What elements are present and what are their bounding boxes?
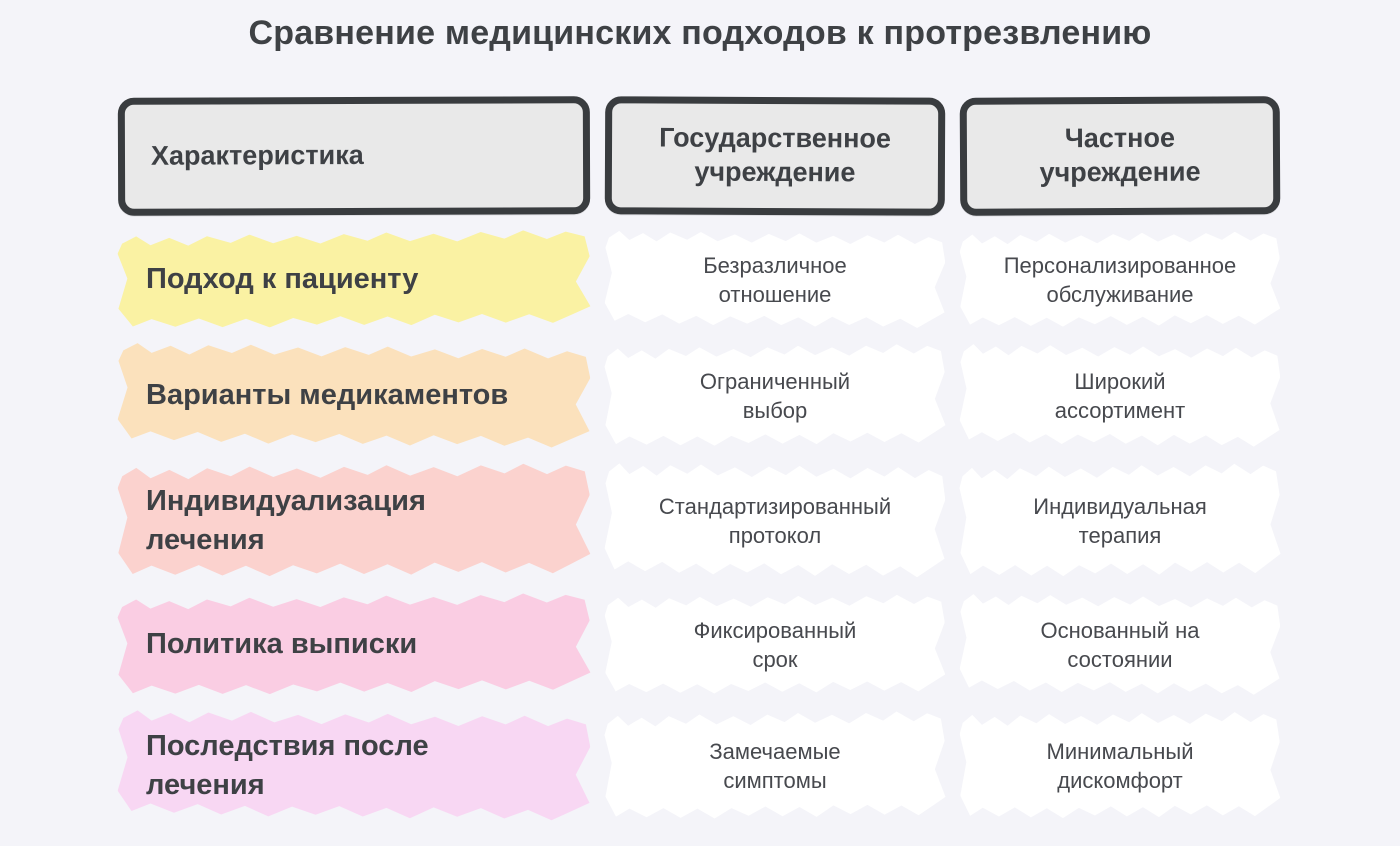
- cell-value: Фиксированный срок: [693, 617, 857, 672]
- state-value-cell: Стандартизированный протокол: [605, 460, 945, 582]
- cell-value: Ограниченный выбор: [699, 368, 851, 423]
- private-value-cell: Персонализированное обслуживание: [960, 228, 1280, 332]
- private-value-cell: Основанный на состоянии: [960, 591, 1280, 699]
- header-label: Государственное учреждение: [659, 122, 892, 188]
- cell-value: Основанный на состоянии: [1040, 617, 1200, 672]
- row-label-cell: Политика выписки: [118, 591, 590, 699]
- cell-value: Широкий ассортимент: [1054, 368, 1186, 423]
- row-label: Индивидуализация лечения: [146, 484, 426, 556]
- table-row: Подход к пациенту Безразличное отношение…: [118, 228, 1280, 332]
- private-value-cell: Широкий ассортимент: [960, 341, 1280, 451]
- table-row: Политика выписки Фиксированный срок Осно…: [118, 591, 1280, 699]
- cell-value: Безразличное отношение: [703, 252, 847, 307]
- header-cell-state-institution: Государственное учреждение: [604, 96, 946, 216]
- cell-value: Замечаемые симптомы: [709, 738, 841, 793]
- state-value-cell: Фиксированный срок: [605, 591, 945, 699]
- header-label: Характеристика: [150, 140, 364, 171]
- cell-value: Персонализированное обслуживание: [1003, 252, 1237, 307]
- row-label-cell: Варианты медикаментов: [118, 341, 590, 451]
- row-label-cell: Последствия после лечения: [118, 708, 590, 824]
- table-row: Варианты медикаментов Ограниченный выбор…: [118, 341, 1280, 451]
- cell-value: Стандартизированный протокол: [658, 493, 892, 548]
- table-row: Последствия после лечения Замечаемые сим…: [118, 708, 1280, 824]
- row-label-cell: Подход к пациенту: [118, 228, 590, 332]
- row-label: Варианты медикаментов: [146, 379, 509, 412]
- table-row: Индивидуализация лечения Стандартизирова…: [118, 460, 1280, 582]
- state-value-cell: Замечаемые симптомы: [605, 708, 945, 824]
- table-header-row: Характеристика Государственное учреждени…: [117, 96, 1281, 216]
- row-label: Политика выписки: [146, 628, 418, 661]
- header-cell-characteristic: Характеристика: [117, 96, 591, 216]
- header-cell-private-institution: Частное учреждение: [959, 96, 1281, 216]
- row-label-cell: Индивидуализация лечения: [118, 460, 590, 582]
- comparison-table: Характеристика Государственное учреждени…: [117, 96, 1281, 833]
- state-value-cell: Безразличное отношение: [605, 228, 945, 332]
- cell-value: Индивидуальная терапия: [1033, 493, 1207, 548]
- header-label: Частное учреждение: [1039, 122, 1201, 188]
- row-label: Подход к пациенту: [146, 263, 419, 296]
- page-title: Сравнение медицинских подходов к протрез…: [248, 14, 1152, 52]
- state-value-cell: Ограниченный выбор: [605, 341, 945, 451]
- row-label: Последствия после лечения: [146, 729, 429, 801]
- private-value-cell: Индивидуальная терапия: [960, 460, 1280, 582]
- cell-value: Минимальный дискомфорт: [1046, 738, 1194, 793]
- private-value-cell: Минимальный дискомфорт: [960, 708, 1280, 824]
